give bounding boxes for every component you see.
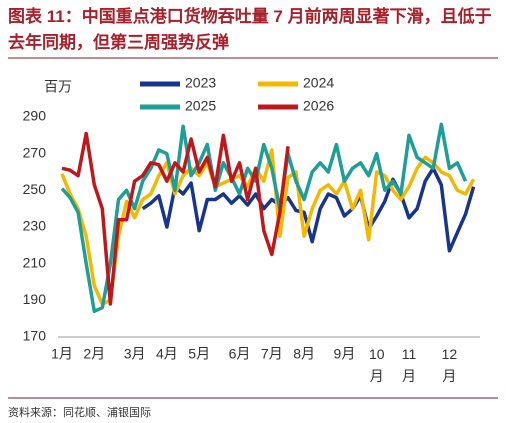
x-tick-label: 4月 [156,346,178,362]
y-tick-label: 190 [23,291,47,307]
legend-label: 2025 [185,98,216,114]
x-tick-label: 8月 [293,346,315,362]
x-tick-label: 3月 [124,346,146,362]
y-tick-label: 290 [23,108,47,124]
series-line [60,122,468,314]
legend-label: 2024 [303,75,334,91]
x-tick-label: 9月 [334,346,356,362]
legend-label: 2026 [303,98,334,114]
x-tick-label: 2月 [83,346,105,362]
x-tick-label: 6月 [229,346,251,362]
y-tick-label: 250 [23,181,47,197]
y-tick-label: 210 [23,254,47,270]
chart-title: 图表 11：中国重点港口货物吞吐量 7 月前两周显著下滑，且低于去年同期，但第三… [8,7,492,52]
x-tick-label: 5月 [188,346,210,362]
y-tick-label: 230 [23,218,47,234]
legend-label: 2023 [185,75,216,91]
series-line [61,131,290,306]
y-axis-label: 百万 [44,79,72,95]
source: 资料来源：同花顺、浦银国际 [8,407,151,419]
x-tick-label: 1月 [51,346,73,362]
x-tick-label: 11 月 [402,346,417,384]
y-tick-label: 270 [23,144,47,160]
x-tick-label: 7月 [261,346,283,362]
y-tick-label: 170 [23,328,47,344]
x-tick-label: 12 月 [442,346,458,384]
series-line [60,148,476,306]
x-tick-label: 10 月 [369,346,385,384]
